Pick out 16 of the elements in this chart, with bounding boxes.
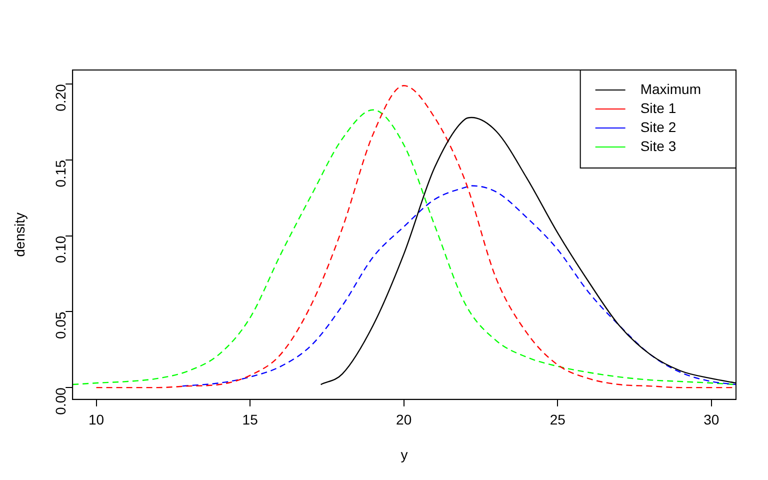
x-axis-title: y [400, 446, 408, 462]
y-tick-label: 0.15 [52, 160, 68, 188]
y-tick-label: 0.10 [52, 236, 68, 264]
x-tick-label: 10 [88, 412, 104, 428]
y-tick-label: 0.20 [52, 84, 68, 112]
x-tick-label: 25 [550, 412, 566, 428]
legend-label: Site 1 [640, 100, 676, 116]
legend-label: Site 2 [640, 118, 676, 135]
x-tick-label: 30 [704, 412, 720, 428]
x-tick-label: 20 [396, 412, 412, 428]
y-tick-label: 0.05 [52, 311, 68, 339]
legend-label: Site 3 [640, 138, 676, 154]
y-tick-label: 0.00 [52, 387, 68, 415]
x-tick-label: 15 [242, 412, 258, 428]
y-axis-title: density [11, 212, 28, 257]
legend-label: Maximum [640, 80, 702, 97]
